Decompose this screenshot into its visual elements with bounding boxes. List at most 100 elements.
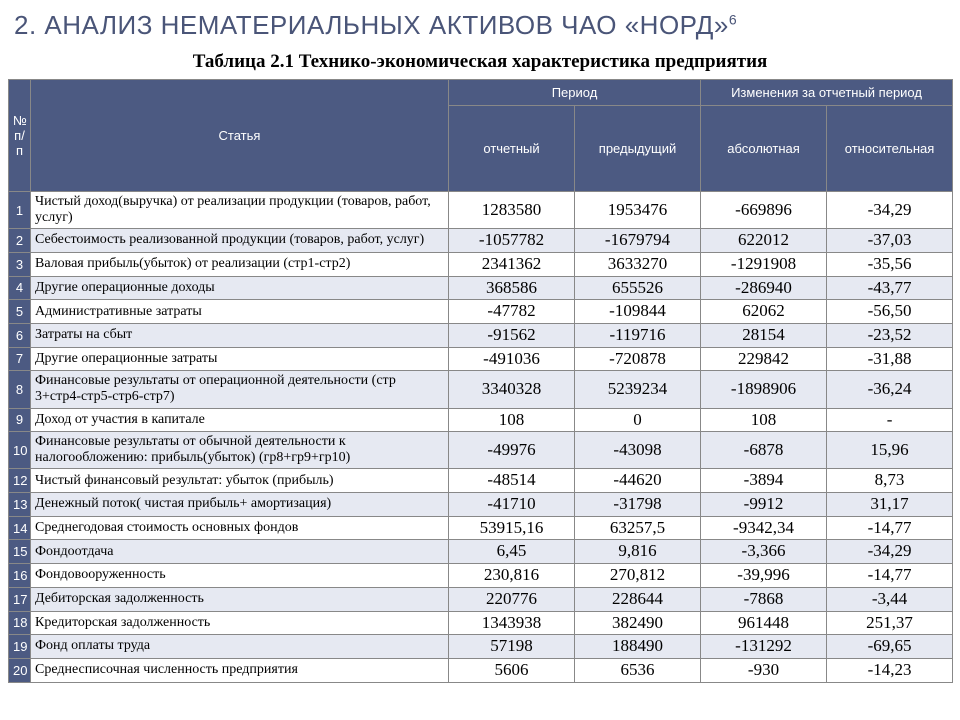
cell-rel: -31,88 — [827, 347, 953, 371]
cell-prev: 1953476 — [575, 192, 701, 229]
cell-prev: 228644 — [575, 587, 701, 611]
th-abs: абсолютная — [701, 106, 827, 192]
cell-stat: Другие операционные затраты — [31, 347, 449, 371]
cell-report: -48514 — [449, 469, 575, 493]
cell-abs: 622012 — [701, 229, 827, 253]
cell-stat: Среднесписочная численность предприятия — [31, 658, 449, 682]
cell-abs: -9342,34 — [701, 516, 827, 540]
cell-num: 12 — [9, 469, 31, 493]
table-row: 19Фонд оплаты труда57198188490-131292-69… — [9, 635, 953, 659]
table-row: 20Среднесписочная численность предприяти… — [9, 658, 953, 682]
cell-stat: Среднегодовая стоимость основных фондов — [31, 516, 449, 540]
table-row: 18Кредиторская задолженность134393838249… — [9, 611, 953, 635]
table-row: 13Денежный поток( чистая прибыль+ аморти… — [9, 493, 953, 517]
cell-rel: -34,29 — [827, 540, 953, 564]
cell-prev: 0 — [575, 408, 701, 432]
cell-abs: -39,996 — [701, 564, 827, 588]
table-row: 8Финансовые результаты от операционной д… — [9, 371, 953, 408]
cell-num: 19 — [9, 635, 31, 659]
table-row: 16Фондовооруженность230,816270,812-39,99… — [9, 564, 953, 588]
cell-stat: Фонд оплаты труда — [31, 635, 449, 659]
cell-report: 3340328 — [449, 371, 575, 408]
cell-abs: 62062 — [701, 300, 827, 324]
cell-report: 5606 — [449, 658, 575, 682]
cell-prev: 655526 — [575, 276, 701, 300]
table-row: 5Административные затраты-47782-10984462… — [9, 300, 953, 324]
table-caption: Таблица 2.1 Технико-экономическая характ… — [0, 45, 960, 79]
cell-stat: Финансовые результаты от операционной де… — [31, 371, 449, 408]
cell-stat: Денежный поток( чистая прибыль+ амортиза… — [31, 493, 449, 517]
cell-prev: -44620 — [575, 469, 701, 493]
cell-abs: -131292 — [701, 635, 827, 659]
th-num: № п/п — [9, 80, 31, 192]
cell-stat: Другие операционные доходы — [31, 276, 449, 300]
cell-abs: -930 — [701, 658, 827, 682]
cell-rel: -56,50 — [827, 300, 953, 324]
cell-rel: 15,96 — [827, 432, 953, 469]
th-prev: предыдущий — [575, 106, 701, 192]
table-row: 3Валовая прибыль(убыток) от реализации (… — [9, 252, 953, 276]
cell-report: -49976 — [449, 432, 575, 469]
cell-stat: Административные затраты — [31, 300, 449, 324]
cell-rel: -36,24 — [827, 371, 953, 408]
cell-stat: Себестоимость реализованной продукции (т… — [31, 229, 449, 253]
table-head: № п/п Статья Период Изменения за отчетны… — [9, 80, 953, 192]
cell-rel: 31,17 — [827, 493, 953, 517]
cell-stat: Чистый доход(выручка) от реализации прод… — [31, 192, 449, 229]
cell-rel: -14,77 — [827, 516, 953, 540]
cell-rel: -23,52 — [827, 323, 953, 347]
cell-rel: - — [827, 408, 953, 432]
cell-rel: 251,37 — [827, 611, 953, 635]
table-row: 7Другие операционные затраты-491036-7208… — [9, 347, 953, 371]
cell-report: 368586 — [449, 276, 575, 300]
cell-prev: 5239234 — [575, 371, 701, 408]
cell-stat: Кредиторская задолженность — [31, 611, 449, 635]
cell-stat: Фондоотдача — [31, 540, 449, 564]
cell-report: 1283580 — [449, 192, 575, 229]
cell-stat: Валовая прибыль(убыток) от реализации (с… — [31, 252, 449, 276]
table-row: 12Чистый финансовый результат: убыток (п… — [9, 469, 953, 493]
cell-num: 4 — [9, 276, 31, 300]
cell-report: 2341362 — [449, 252, 575, 276]
cell-rel: -37,03 — [827, 229, 953, 253]
cell-abs: -6878 — [701, 432, 827, 469]
cell-num: 6 — [9, 323, 31, 347]
table-row: 2Себестоимость реализованной продукции (… — [9, 229, 953, 253]
cell-abs: -1291908 — [701, 252, 827, 276]
cell-abs: 961448 — [701, 611, 827, 635]
table-row: 17Дебиторская задолженность220776228644 -… — [9, 587, 953, 611]
cell-report: 57198 — [449, 635, 575, 659]
cell-rel: 8,73 — [827, 469, 953, 493]
cell-abs: -286940 — [701, 276, 827, 300]
cell-rel: -3,44 — [827, 587, 953, 611]
cell-num: 3 — [9, 252, 31, 276]
cell-prev: 63257,5 — [575, 516, 701, 540]
cell-prev: 382490 — [575, 611, 701, 635]
econ-table: № п/п Статья Период Изменения за отчетны… — [8, 79, 953, 683]
cell-num: 17 — [9, 587, 31, 611]
cell-prev: -109844 — [575, 300, 701, 324]
cell-report: 230,816 — [449, 564, 575, 588]
cell-report: 220776 — [449, 587, 575, 611]
cell-prev: -43098 — [575, 432, 701, 469]
cell-abs: -9912 — [701, 493, 827, 517]
cell-prev: -31798 — [575, 493, 701, 517]
table-row: 4Другие операционные доходы368586655526-… — [9, 276, 953, 300]
cell-num: 15 — [9, 540, 31, 564]
cell-report: 6,45 — [449, 540, 575, 564]
table-row: 15Фондоотдача6,459,816-3,366-34,29 — [9, 540, 953, 564]
cell-num: 2 — [9, 229, 31, 253]
cell-stat: Дебиторская задолженность — [31, 587, 449, 611]
cell-stat: Фондовооруженность — [31, 564, 449, 588]
cell-num: 18 — [9, 611, 31, 635]
table-row: 10Финансовые результаты от обычной деяте… — [9, 432, 953, 469]
table-body: 1Чистый доход(выручка) от реализации про… — [9, 192, 953, 683]
cell-rel: -35,56 — [827, 252, 953, 276]
cell-num: 20 — [9, 658, 31, 682]
cell-num: 10 — [9, 432, 31, 469]
th-stat: Статья — [31, 80, 449, 192]
cell-abs: -3894 — [701, 469, 827, 493]
cell-abs: -1898906 — [701, 371, 827, 408]
cell-prev: 188490 — [575, 635, 701, 659]
cell-abs: 28154 — [701, 323, 827, 347]
